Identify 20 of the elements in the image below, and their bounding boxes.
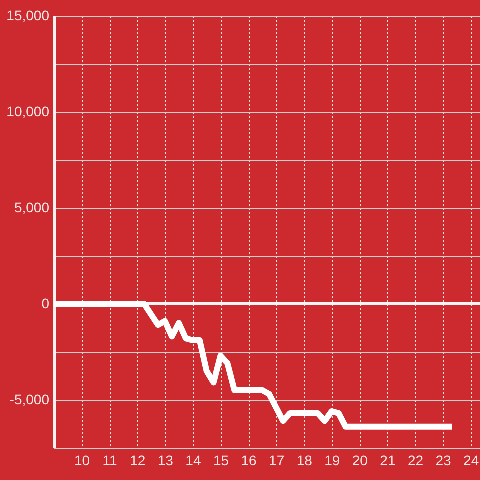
y-tick-label: 0 xyxy=(42,296,50,312)
x-tick-label: 17 xyxy=(269,452,285,468)
x-tick-label: 13 xyxy=(158,452,174,468)
y-tick-label: 15,000 xyxy=(6,8,50,24)
x-tick-label: 12 xyxy=(130,452,146,468)
x-tick-label: 24 xyxy=(464,452,480,468)
x-tick-label: 23 xyxy=(436,452,452,468)
x-tick-label: 16 xyxy=(241,452,258,468)
x-tick-label: 22 xyxy=(408,452,424,468)
x-tick-label: 21 xyxy=(380,452,396,468)
y-tick-label: -5,000 xyxy=(10,392,50,408)
x-tick-label: 15 xyxy=(213,452,230,468)
x-tick-label: 14 xyxy=(186,452,202,468)
x-tick-label: 19 xyxy=(324,452,340,468)
x-tick-label: 11 xyxy=(102,452,118,468)
x-tick-label: 20 xyxy=(352,452,368,468)
y-tick-label: 10,000 xyxy=(6,104,50,120)
y-tick-label: 5,000 xyxy=(14,200,50,216)
x-tick-label: 10 xyxy=(74,452,90,468)
x-tick-label: 18 xyxy=(296,452,313,468)
